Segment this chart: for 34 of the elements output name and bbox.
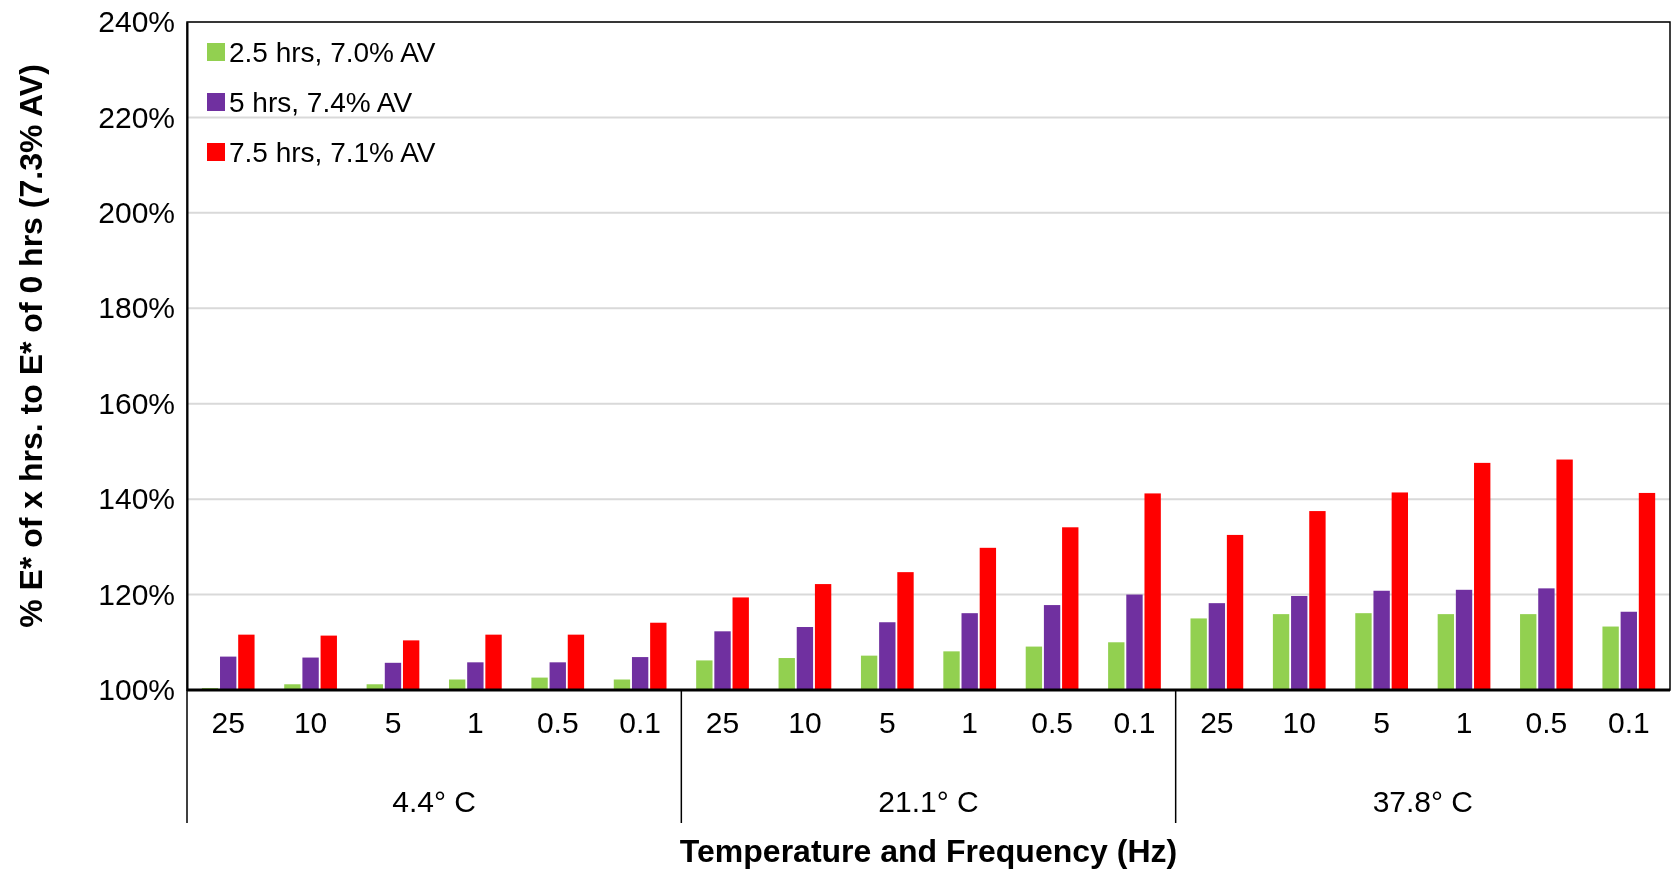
x-tick-label: 25 [211,706,245,740]
x-tick-label: 0.5 [1031,706,1073,740]
x-tick-label: 25 [705,706,740,740]
x-tick-label: 25 [1200,706,1234,740]
x-tick-label: 1 [1455,706,1473,740]
text: 37.8° C [1372,785,1474,818]
x-tick-label: 0.1 [1113,706,1156,740]
text: 4.4° C [392,785,477,818]
y-tick-label: 220% [98,100,175,134]
x-tick-label: 0.1 [1607,706,1650,740]
x-tick-label: 5 [384,706,402,740]
y-tick-label: 120% [98,577,175,611]
x-tick-label: 1 [467,706,484,740]
y-tick-label: 140% [98,482,175,516]
x-tick-label: 10 [1282,706,1316,740]
y-tick-label: 100% [98,673,175,707]
x-tick-label: 0.5 [536,706,579,740]
x-axis-title: Temperature and Frequency (Hz) [679,833,1178,869]
x-tick-label: 10 [293,706,328,740]
x-tick-label: 1 [961,706,979,740]
y-tick-label: 160% [98,386,175,420]
y-axis-title: % E* of x hrs. to E* of 0 hrs (7.3% AV) [13,64,49,628]
x-tick-label: 5 [1373,706,1390,740]
x-tick-label: 0.5 [1525,706,1568,740]
y-tick-label: 180% [98,291,175,325]
legend-label: 5 hrs, 7.4% AV [229,87,413,118]
x-tick-label: 5 [878,706,896,740]
legend-label: 7.5 hrs, 7.1% AV [229,137,436,168]
x-tick-label: 10 [788,706,822,740]
legend-label: 2.5 hrs, 7.0% AV [229,37,436,68]
text: 21.1° C [878,785,979,818]
y-tick-label: 240% [98,5,175,39]
y-tick-label: 200% [98,195,175,229]
x-tick-label: 0.1 [619,706,661,740]
